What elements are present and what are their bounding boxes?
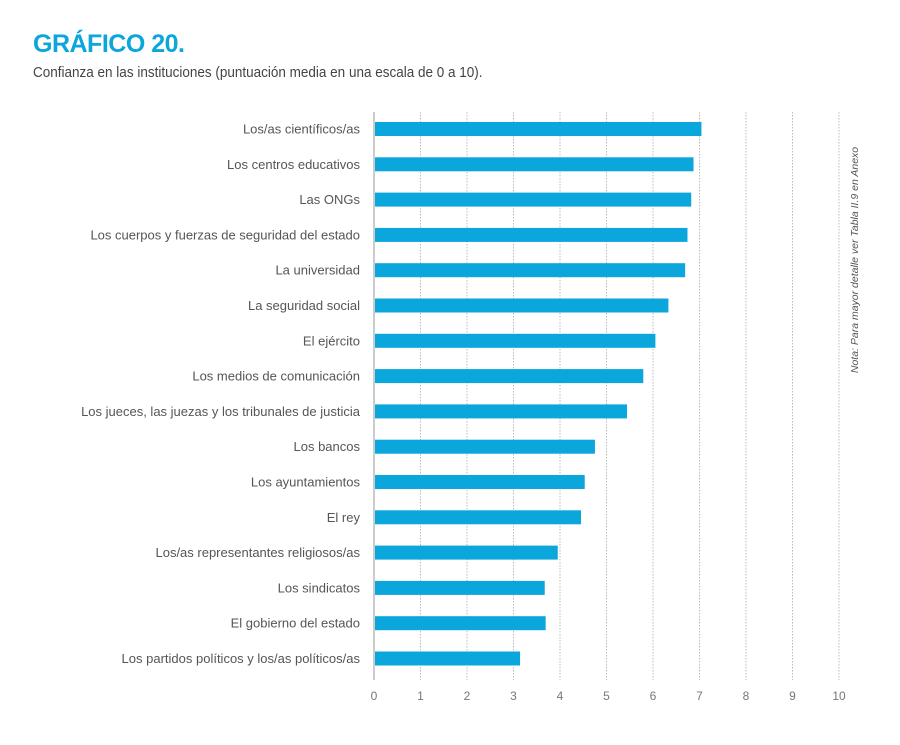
chart-subtitle: Confianza en las instituciones (puntuaci… <box>33 64 483 81</box>
bar <box>375 475 585 489</box>
category-label: Los bancos <box>294 439 361 454</box>
bar <box>375 298 669 313</box>
x-tick-label: 3 <box>510 689 517 703</box>
bar <box>375 545 558 560</box>
category-label: Los centros educativos <box>227 157 360 172</box>
x-tick-label: 5 <box>603 689 610 703</box>
category-label: El rey <box>327 510 361 525</box>
bar <box>375 192 692 207</box>
bar <box>375 510 581 525</box>
bar <box>375 651 521 666</box>
bar <box>375 122 702 136</box>
category-label: La seguridad social <box>248 298 360 313</box>
x-tick-label: 6 <box>650 689 657 703</box>
category-label: Los medios de comunicación <box>192 369 360 384</box>
category-label: Los partidos políticos y los/as político… <box>122 651 361 666</box>
bar <box>375 580 545 595</box>
x-tick-label: 4 <box>557 689 564 703</box>
bar <box>375 263 686 278</box>
x-tick-label: 10 <box>832 689 846 703</box>
category-label: Las ONGs <box>299 192 360 207</box>
x-tick-label: 8 <box>743 689 750 703</box>
bar <box>375 227 688 242</box>
category-label: Los/as representantes religiosos/as <box>155 545 360 560</box>
x-tick-label: 1 <box>417 689 424 703</box>
category-label: La universidad <box>275 263 360 278</box>
category-label: Los sindicatos <box>278 580 361 595</box>
x-tick-label: 7 <box>696 689 703 703</box>
x-tick-label: 2 <box>464 689 471 703</box>
bar <box>375 369 644 384</box>
category-label: Los cuerpos y fuerzas de seguridad del e… <box>90 227 360 242</box>
bar <box>375 333 656 348</box>
bar <box>375 439 595 454</box>
bar <box>375 616 546 631</box>
category-label: Los/as científicos/as <box>243 122 361 137</box>
x-tick-label: 9 <box>789 689 796 703</box>
category-label: El gobierno del estado <box>231 616 360 631</box>
category-label: Los jueces, las juezas y los tribunales … <box>81 404 361 419</box>
bar <box>375 157 694 172</box>
x-tick-label: 0 <box>371 689 378 703</box>
chart-title: GRÁFICO 20. <box>33 30 185 58</box>
category-label: El ejército <box>303 333 360 348</box>
category-label: Los ayuntamientos <box>251 475 361 490</box>
bar <box>375 404 628 419</box>
